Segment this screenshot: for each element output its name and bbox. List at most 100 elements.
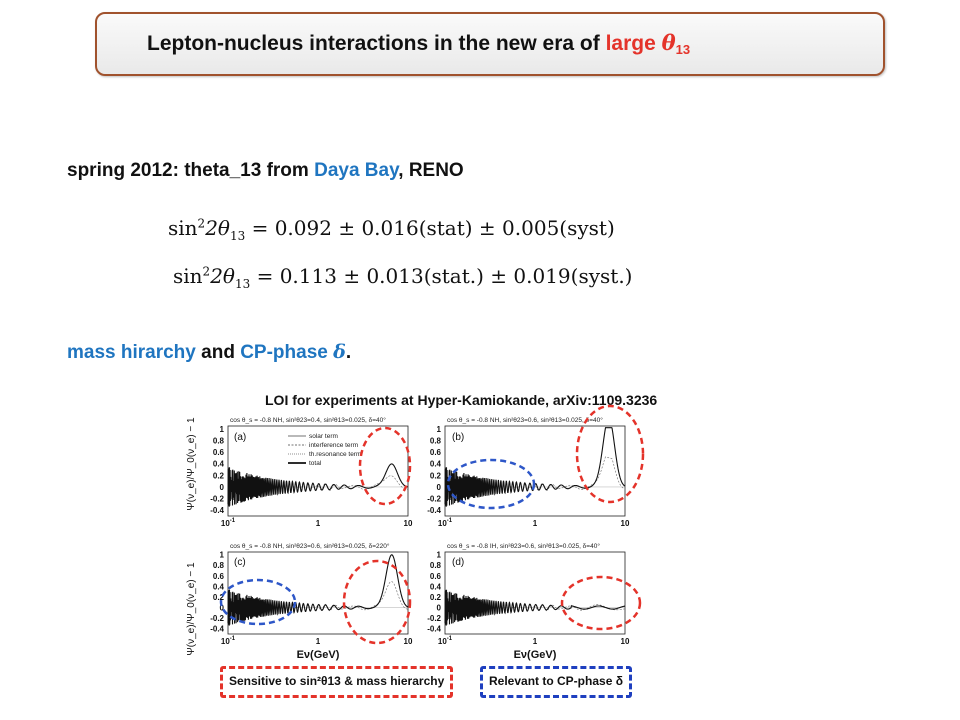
y-tick-label: 0.6 [213,572,225,581]
y-tick-label: 1 [437,425,442,434]
y-axis-label-bottom: Ψ(ν_e)/Ψ_0(ν_e) − 1 [186,562,197,656]
y-tick-label: 1 [220,551,225,560]
y-tick-labels: 10.80.60.40.20-0.2-0.410.80.60.40.20-0.2… [210,425,441,634]
y-tick-label: 0.8 [430,561,442,570]
total-curve [227,463,409,507]
y-tick-label: 0.6 [430,572,442,581]
title-box: Lepton-nucleus interactions in the new e… [95,12,885,76]
x-tick-label: 10 [404,637,413,646]
delta-symbol: δ [333,341,346,363]
mass-hierarchy-text: mass hirarchy [67,342,196,363]
legend-interference: interference term [309,442,358,449]
legend-total: total [309,460,322,467]
y-tick-label: 0.4 [213,460,225,469]
y-tick-label: 0 [220,483,225,492]
panel-b-frame [444,425,626,517]
y-tick-label: -0.4 [427,625,441,634]
y-tick-label: 0.8 [213,561,225,570]
eq1-sub: 13 [229,229,246,243]
blue-highlight-b [446,458,536,510]
red-highlight-d [560,575,642,631]
interference-curve [227,474,409,499]
y-tick-label: 0.6 [213,448,225,457]
x-tick-label: 10-1 [438,636,453,646]
title-main: Lepton-nucleus interactions in the new e… [147,32,600,55]
title-highlight: large [605,32,656,55]
eq2-sin: sin [173,264,203,288]
panel-c-header: cos θ_s = -0.8 NH, sin²θ23=0.6, sin²θ13=… [230,542,390,550]
y-tick-label: 0.2 [430,471,442,480]
x-tick-label: 10 [621,637,630,646]
eq1-theta: 2θ [205,216,230,240]
y-tick-label: 0 [437,604,442,613]
y-tick-label: -0.4 [210,625,224,634]
y-tick-label: 0 [220,604,225,613]
panel-d-tag: (d) [452,557,464,568]
y-tick-label: 0.2 [430,593,442,602]
panel-legend: solar term interference term th.resonanc… [288,433,361,467]
y-tick-label: 0.4 [430,460,442,469]
y-tick-label: 0.2 [213,593,225,602]
y-tick-label: 0.6 [430,448,442,457]
x-axis-label-right: Eν(GeV) [514,649,557,661]
cp-phase-text: CP-phase [240,342,328,363]
y-tick-label: 1 [437,551,442,560]
y-tick-label: -0.2 [427,614,441,623]
legend-resonance: th.resonance term [309,451,361,458]
x-tick-label: 1 [316,637,321,646]
panel-b-tag: (b) [452,432,464,443]
title-theta-sub: 13 [675,42,691,57]
total-curve [227,554,409,626]
reno-text: RENO [408,160,464,181]
y-tick-label: 0 [437,483,442,492]
x-tick-label: 1 [533,637,538,646]
red-highlight-c [342,559,412,645]
period: . [345,342,352,363]
y-tick-label: 1 [220,425,225,434]
x-tick-label: 1 [316,519,321,528]
x-tick-label: 1 [533,519,538,528]
x-tick-label: 10-1 [438,518,453,528]
y-tick-label: -0.2 [210,614,224,623]
eq2-sub: 13 [234,277,251,291]
y-tick-label: -0.4 [427,506,441,515]
and-text: and [201,342,235,363]
blue-highlight-c [219,578,297,626]
daya-bay-text: Daya Bay [314,160,399,181]
panel-c-frame [227,551,409,635]
legend-solar: solar term [309,433,338,440]
panel-d-frame [444,551,626,635]
spring-2012-line: spring 2012: theta_13 from Daya Bay, REN… [67,160,464,182]
total-curve [444,589,625,626]
oscillation-figure: Ψ(ν_e)/Ψ_0(ν_e) − 1 Ψ(ν_e)/Ψ_0(ν_e) − 1 … [186,404,645,661]
separator: , [398,160,404,181]
y-tick-label: -0.2 [210,495,224,504]
panel-a-header: cos θ_s = -0.8 NH, sin²θ23=0.4, sin²θ13=… [230,416,386,424]
oscillation-curves [227,427,626,626]
red-highlight-a [358,426,412,506]
eq1-sup: 2 [197,216,206,231]
title-theta: θ [661,30,676,55]
panel-d-header: cos θ_s = -0.8 IH, sin²θ23=0.6, sin²θ13=… [447,542,600,550]
x-tick-label: 10 [621,519,630,528]
figure-title: LOI for experiments at Hyper-Kamiokande,… [265,392,658,408]
equation-reno: sin22θ13 = 0.113 ± 0.013(stat.) ± 0.019(… [173,264,632,291]
panel-a-tag: (a) [234,432,246,443]
y-tick-label: 0.2 [213,471,225,480]
y-axis-label-top: Ψ(ν_e)/Ψ_0(ν_e) − 1 [186,417,197,511]
legend-sensitive-box: Sensitive to sin²θ13 & mass hierarchy [220,666,454,698]
mass-hierarchy-line: mass hirarchy and CP-phase δ. [67,341,351,364]
eq2-theta: 2θ [210,264,235,288]
eq1-rhs: = 0.092 ± 0.016(stat) ± 0.005(syst) [251,216,615,240]
x-tick-label: 10-1 [221,636,236,646]
eq2-rhs: = 0.113 ± 0.013(stat.) ± 0.019(syst.) [256,264,633,288]
equation-daya-bay: sin22θ13 = 0.092 ± 0.016(stat) ± 0.005(s… [168,216,615,243]
eq2-sup: 2 [202,264,211,279]
y-tick-label: 0.4 [213,582,225,591]
spring-lead: spring 2012: theta_13 from [67,160,309,181]
legend-relevant-box: Relevant to CP-phase δ [480,666,632,698]
x-tick-label: 10 [404,519,413,528]
y-tick-label: 0.8 [430,437,442,446]
slide-title: Lepton-nucleus interactions in the new e… [147,30,690,57]
